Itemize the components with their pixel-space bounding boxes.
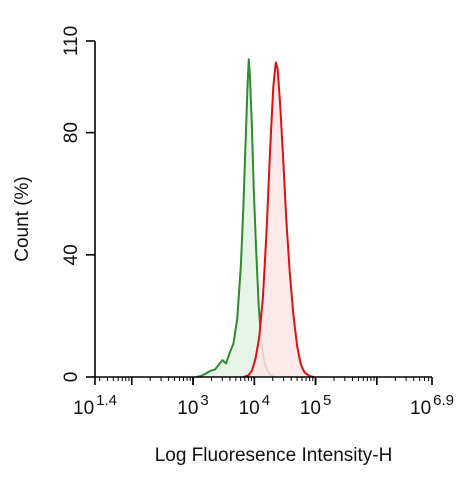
y-tick-label-0: 0 — [61, 372, 82, 383]
y-tick-label-40: 40 — [61, 244, 82, 265]
x-tick-label-6.9: 10 6.9 — [410, 392, 454, 419]
series-2-line — [243, 61, 315, 378]
x-tick-label-1.4: 10 1.4 — [73, 392, 117, 419]
x-tick-label-3: 10 3 — [177, 392, 208, 419]
axes-layer — [86, 40, 433, 385]
series-1-fill — [196, 59, 274, 378]
x-tick-label-5: 10 5 — [300, 392, 331, 419]
series-layer — [195, 58, 315, 378]
x-tick-label-4: 10 4 — [239, 392, 270, 419]
y-tick-label-110: 110 — [61, 26, 82, 56]
y-tick-label-80: 80 — [61, 122, 82, 143]
labels-layer: 0 40 80 110 10 1.4 10 3 10 4 10 5 10 6.9 Log Fluoresen… — [12, 26, 454, 466]
y-axis-title: Count (%) — [12, 176, 33, 262]
x-axis-title: Log Fluoresence Intensity-H — [155, 445, 393, 466]
series-2-fill — [243, 62, 315, 378]
